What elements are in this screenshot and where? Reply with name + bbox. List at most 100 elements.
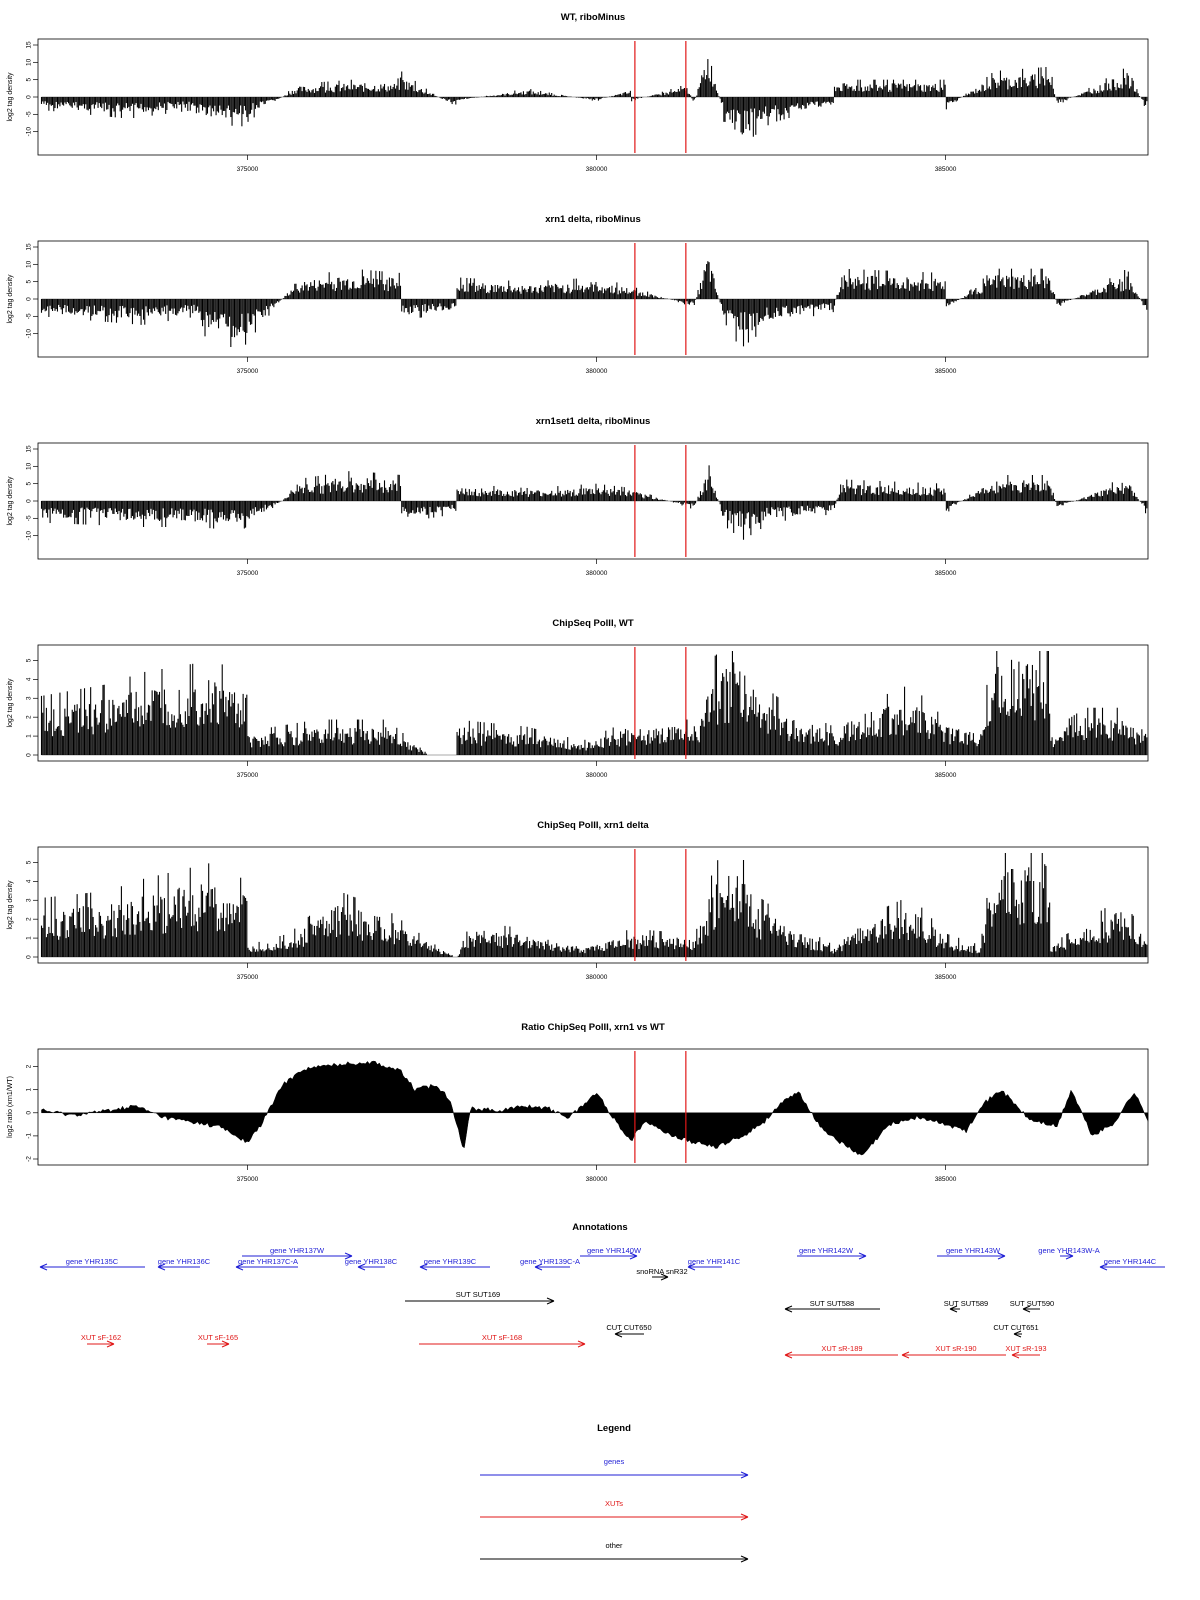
gene-annotation-9-arrow <box>687 1263 722 1271</box>
y-tick-label: 5 <box>26 481 33 485</box>
arrow-head <box>858 1255 867 1260</box>
arrow-head <box>1022 1308 1031 1313</box>
y-tick-label: -5 <box>26 111 33 117</box>
arrow-head <box>614 1330 623 1335</box>
legend-arrow-XUTs <box>480 1513 749 1521</box>
y-tick-label: 1 <box>26 1087 33 1091</box>
legend-label-XUTs: XUTs <box>605 1499 623 1508</box>
xut-annotation-4-arrow <box>784 1351 898 1359</box>
y-tick-label: 2 <box>26 715 33 719</box>
arrow-head <box>660 1276 669 1281</box>
panel-title: ChipSeq PolII, xrn1 delta <box>537 820 649 831</box>
arrow-head <box>1099 1266 1108 1271</box>
gene-annotation-12-label: gene YHR143W-A <box>1038 1246 1099 1255</box>
y-tick-label: 10 <box>26 462 33 470</box>
arrow-head <box>1065 1252 1074 1257</box>
other-annotation-5-arrow <box>1022 1305 1040 1313</box>
y-tick-label: 5 <box>26 658 33 662</box>
panel-title: xrn1 delta, riboMinus <box>545 214 641 225</box>
x-tick-label: 380000 <box>586 570 608 577</box>
x-tick-label: 380000 <box>586 166 608 173</box>
other-annotation-2-label: SUT SUT169 <box>456 1290 500 1299</box>
annotations-section: Annotations gene YHR135C gene YHR136C gene … <box>39 1222 1165 1359</box>
panel-title: xrn1set1 delta, riboMinus <box>536 416 651 427</box>
arrow-head <box>997 1252 1006 1257</box>
legend-arrow-head <box>740 1474 749 1479</box>
arrow-head <box>577 1340 586 1345</box>
y-tick-label: 2 <box>26 917 33 921</box>
arrow-head <box>614 1333 623 1338</box>
gene-annotation-5-label: gene YHR138C <box>345 1257 398 1266</box>
xut-annotation-2-label: XUT sF-165 <box>198 1333 238 1342</box>
arrow-head <box>106 1340 115 1345</box>
xut-annotation-2-arrow <box>207 1340 230 1348</box>
arrow-head <box>687 1266 696 1271</box>
y-tick-label: 0 <box>26 499 33 503</box>
other-annotation-1-label: snoRNA snR32 <box>636 1267 687 1276</box>
ratio-area <box>41 1060 1149 1156</box>
other-annotation-5-label: SUT SUT590 <box>1010 1299 1054 1308</box>
gene-annotation-13-label: gene YHR144C <box>1104 1257 1157 1266</box>
arrow-head <box>1011 1351 1020 1356</box>
x-tick-label: 375000 <box>237 1176 259 1183</box>
xut-annotation-3-arrow <box>419 1340 586 1348</box>
arrow-head <box>235 1263 244 1268</box>
arrow-head <box>221 1343 230 1348</box>
arrow-head <box>1065 1255 1074 1260</box>
y-axis-label: log2 ratio (xrn1/WT) <box>7 1076 14 1138</box>
gene-annotation-8-label: gene YHR140W <box>587 1246 642 1255</box>
panel-title: ChipSeq PolII, WT <box>552 618 633 629</box>
other-annotation-3-label: SUT SUT588 <box>810 1299 854 1308</box>
y-tick-label: 10 <box>26 58 33 66</box>
gene-annotation-7-arrow <box>534 1263 570 1271</box>
gene-annotation-3-arrow <box>242 1252 353 1260</box>
gene-annotation-11-arrow <box>937 1252 1006 1260</box>
gene-annotation-1-arrow <box>39 1263 145 1271</box>
y-tick-label: -5 <box>26 313 33 319</box>
y-tick-label: 1 <box>26 734 33 738</box>
arrow-head <box>344 1252 353 1257</box>
arrow-head <box>687 1263 696 1268</box>
gene-annotation-2-label: gene YHR136C <box>158 1257 211 1266</box>
x-tick-label: 385000 <box>935 570 957 577</box>
other-annotation-6-label: CUT CUT650 <box>606 1323 651 1332</box>
y-axis-label: log2 tag density <box>7 476 14 526</box>
y-tick-label: 5 <box>26 279 33 283</box>
arrow-head <box>629 1255 638 1260</box>
y-tick-label: 0 <box>26 1111 33 1115</box>
xut-annotation-3-label: XUT sF-168 <box>482 1333 522 1342</box>
y-tick-label: -5 <box>26 515 33 521</box>
panel-title: WT, riboMinus <box>561 12 625 23</box>
bar-series <box>40 853 1148 957</box>
plot-frame <box>37 644 1149 762</box>
y-tick-label: -2 <box>26 1156 33 1162</box>
y-tick-label: -1 <box>26 1133 33 1139</box>
gene-annotation-12-arrow <box>1060 1252 1074 1260</box>
x-tick-label: 385000 <box>935 1176 957 1183</box>
y-tick-label: 5 <box>26 860 33 864</box>
other-annotation-4-arrow <box>949 1305 960 1313</box>
x-tick-label: 380000 <box>586 772 608 779</box>
legend-arrow-other <box>480 1555 749 1563</box>
gene-annotation-10-label: gene YHR142W <box>799 1246 854 1255</box>
y-tick-label: 5 <box>26 77 33 81</box>
arrow-head <box>901 1354 910 1359</box>
chart-panel-6: Ratio ChipSeq PolII, xrn1 vs WT -2 -1 0 1 2 lo… <box>7 1022 1149 1183</box>
y-tick-label: 2 <box>26 1064 33 1068</box>
legend-label-genes: genes <box>604 1457 625 1466</box>
y-axis-label: log2 tag density <box>7 72 14 122</box>
other-annotation-3-arrow <box>784 1305 880 1313</box>
bar-series <box>40 261 1148 348</box>
xut-annotation-5-label: XUT sR-190 <box>935 1344 976 1353</box>
arrow-head <box>157 1263 166 1268</box>
arrow-head <box>949 1305 958 1310</box>
x-tick-label: 385000 <box>935 166 957 173</box>
xut-annotation-1-label: XUT sF-162 <box>81 1333 121 1342</box>
xut-annotation-5-arrow <box>901 1351 1006 1359</box>
xut-annotation-6-arrow <box>1011 1351 1040 1359</box>
x-tick-label: 385000 <box>935 772 957 779</box>
arrow-head <box>157 1266 166 1271</box>
x-tick-label: 375000 <box>237 570 259 577</box>
other-annotation-7-label: CUT CUT651 <box>993 1323 1038 1332</box>
arrow-head <box>106 1343 115 1348</box>
